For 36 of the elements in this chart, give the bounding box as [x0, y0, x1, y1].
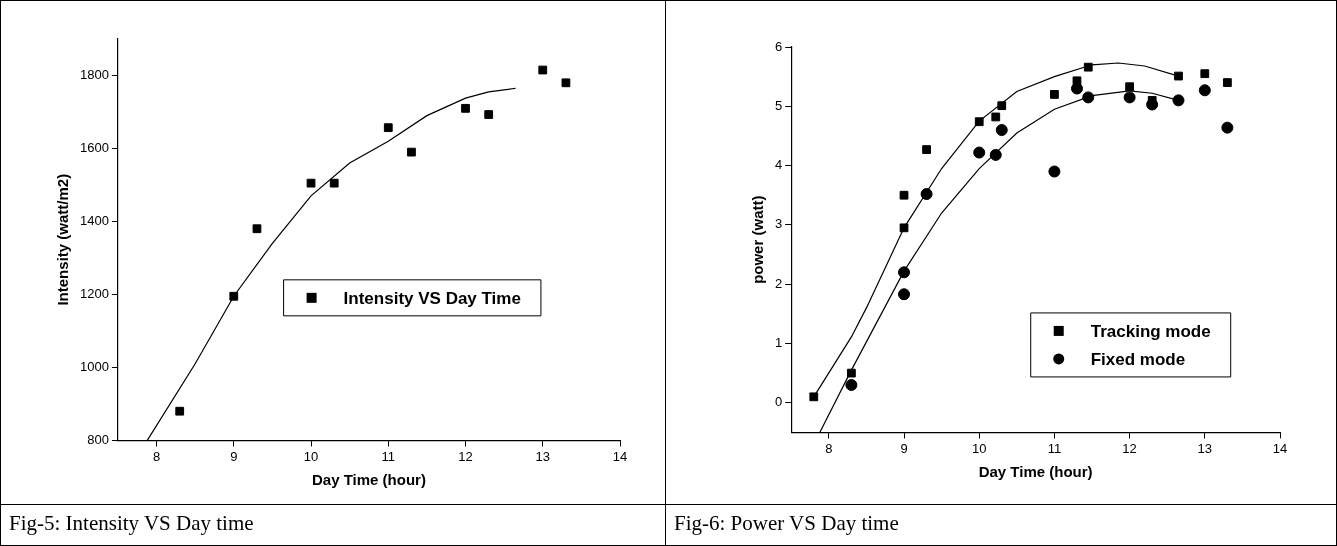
x-tick-label: 13 — [535, 448, 550, 464]
text: Fig-5: Intensity VS Day time — [1, 504, 665, 545]
y-tick-label: 4 — [775, 157, 783, 173]
legend-label: Tracking mode — [1090, 321, 1211, 341]
x-tick-label: 13 — [1197, 440, 1213, 456]
y-tick-label: 1400 — [80, 213, 109, 229]
y-tick-label: 6 — [775, 38, 783, 54]
x-tick-label: 12 — [458, 448, 473, 464]
x-tick-label: 11 — [1047, 440, 1062, 456]
y-tick-label: 800 — [87, 431, 109, 447]
x-tick-label: 14 — [1272, 440, 1288, 456]
x-tick-label: 11 — [381, 448, 396, 464]
x-tick-label: 9 — [230, 448, 238, 464]
legend-label: Fixed mode — [1090, 349, 1186, 369]
y-tick-label: 3 — [775, 216, 783, 232]
y-tick-label: 1200 — [80, 286, 109, 302]
x-tick-label: 12 — [1122, 440, 1137, 456]
text: Fig-6: Power VS Day time — [666, 504, 1336, 545]
x-tick-label: 10 — [971, 440, 987, 456]
y-tick-label: 2 — [775, 275, 783, 291]
x-tick-label: 8 — [825, 440, 833, 456]
y-axis-title: power (watt) — [749, 195, 767, 284]
y-axis-title: Intensity (watt/m2) — [54, 173, 72, 306]
x-axis-title: Day Time (hour) — [978, 463, 1093, 481]
x-tick-label: 14 — [612, 448, 628, 464]
x-axis-title: Day Time (hour) — [312, 471, 426, 489]
x-tick-label: 10 — [303, 448, 319, 464]
x-tick-label: 8 — [152, 448, 161, 464]
y-tick-label: 1 — [775, 335, 783, 351]
y-tick-label: 5 — [775, 97, 783, 113]
y-tick-label: 1600 — [80, 140, 109, 156]
x-tick-label: 9 — [900, 440, 908, 456]
y-tick-label: 1000 — [80, 359, 109, 374]
legend-label: Intensity VS Day Time — [343, 288, 521, 308]
y-tick-label: 1800 — [80, 67, 109, 83]
y-tick-label: 0 — [775, 394, 783, 410]
